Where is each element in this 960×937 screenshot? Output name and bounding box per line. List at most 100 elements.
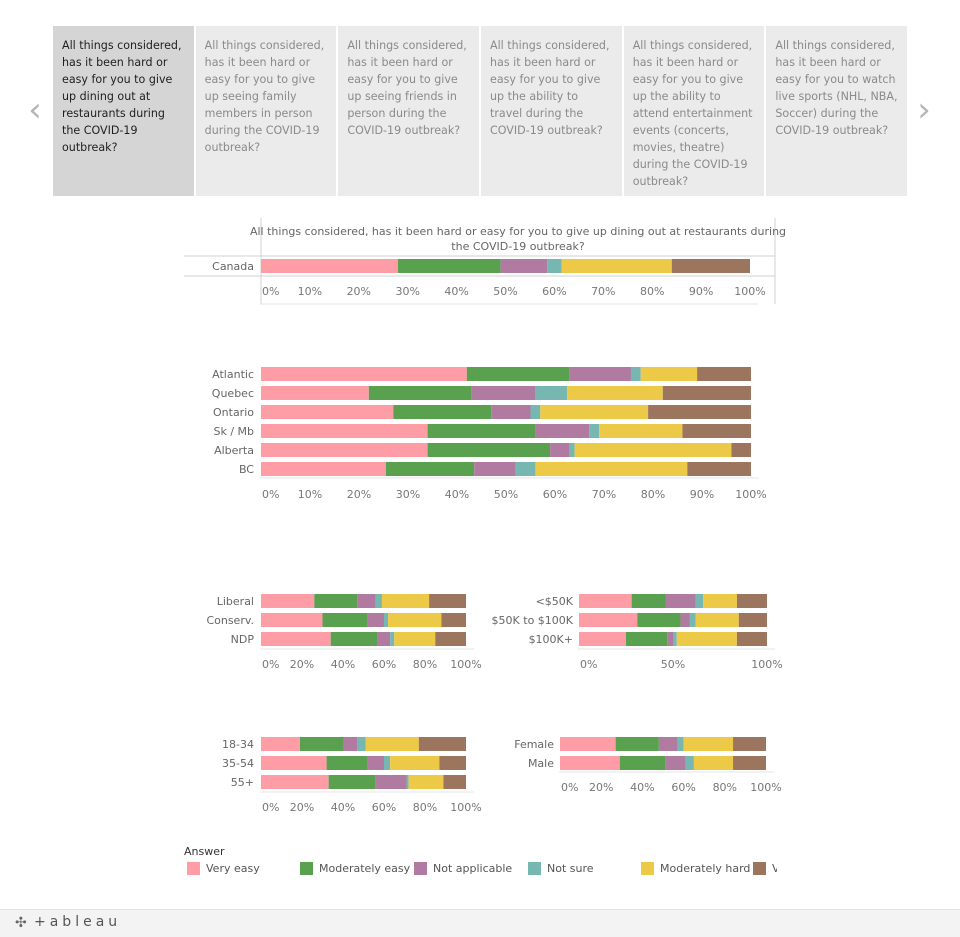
bar-segment[interactable] xyxy=(703,594,737,608)
bar-segment[interactable] xyxy=(439,756,466,770)
bar-segment[interactable] xyxy=(671,259,750,273)
bar-segment[interactable] xyxy=(474,462,516,476)
bar-segment[interactable] xyxy=(418,737,466,751)
bar-segment[interactable] xyxy=(377,632,391,646)
bar-segment[interactable] xyxy=(673,632,677,646)
bar-segment[interactable] xyxy=(471,386,536,400)
bar-segment[interactable] xyxy=(491,405,531,419)
bar-segment[interactable] xyxy=(261,632,331,646)
bar-segment[interactable] xyxy=(406,775,409,789)
bar-segment[interactable] xyxy=(390,632,395,646)
bar-segment[interactable] xyxy=(261,756,327,770)
bar-segment[interactable] xyxy=(261,405,394,419)
bar-segment[interactable] xyxy=(535,424,590,438)
bar-segment[interactable] xyxy=(667,632,673,646)
bar-segment[interactable] xyxy=(579,594,632,608)
bar-segment[interactable] xyxy=(375,775,407,789)
bar-segment[interactable] xyxy=(677,737,684,751)
bar-segment[interactable] xyxy=(599,424,683,438)
bar-segment[interactable] xyxy=(665,756,686,770)
bar-segment[interactable] xyxy=(365,737,419,751)
bar-segment[interactable] xyxy=(261,367,467,381)
bar-segment[interactable] xyxy=(326,756,368,770)
legend-item[interactable]: Not sure xyxy=(528,862,594,875)
bar-segment[interactable] xyxy=(441,613,466,627)
bar-segment[interactable] xyxy=(687,462,751,476)
bar-segment[interactable] xyxy=(682,424,751,438)
bar-segment[interactable] xyxy=(330,632,378,646)
bar-segment[interactable] xyxy=(683,737,734,751)
legend-item[interactable]: Moderately easy xyxy=(300,862,410,875)
legend-item[interactable]: V xyxy=(753,862,777,875)
bar-segment[interactable] xyxy=(540,405,649,419)
bar-segment[interactable] xyxy=(394,632,436,646)
bar-segment[interactable] xyxy=(328,775,376,789)
bar-segment[interactable] xyxy=(343,737,358,751)
bar-segment[interactable] xyxy=(567,386,663,400)
bar-segment[interactable] xyxy=(261,594,315,608)
bar-segment[interactable] xyxy=(736,594,767,608)
bar-segment[interactable] xyxy=(261,737,300,751)
bar-segment[interactable] xyxy=(397,259,501,273)
bar-segment[interactable] xyxy=(560,737,616,751)
bar-segment[interactable] xyxy=(261,775,329,789)
bar-segment[interactable] xyxy=(368,386,472,400)
legend-item[interactable]: Moderately hard xyxy=(641,862,750,875)
bar-segment[interactable] xyxy=(733,756,766,770)
legend-item[interactable]: Very easy xyxy=(187,862,260,875)
bar-segment[interactable] xyxy=(385,462,475,476)
bar-segment[interactable] xyxy=(685,756,694,770)
bar-segment[interactable] xyxy=(375,594,382,608)
bar-segment[interactable] xyxy=(631,594,666,608)
bar-segment[interactable] xyxy=(665,594,696,608)
bar-segment[interactable] xyxy=(261,462,386,476)
bar-segment[interactable] xyxy=(589,424,600,438)
bar-segment[interactable] xyxy=(630,367,641,381)
bar-segment[interactable] xyxy=(367,613,384,627)
previous-arrow-icon[interactable]: ‹ xyxy=(28,90,42,130)
bar-segment[interactable] xyxy=(547,259,562,273)
bar-segment[interactable] xyxy=(615,737,659,751)
bar-segment[interactable] xyxy=(733,737,766,751)
bar-segment[interactable] xyxy=(689,613,696,627)
bar-segment[interactable] xyxy=(569,367,631,381)
bar-segment[interactable] xyxy=(261,613,323,627)
tableau-logo-text[interactable]: +ableau xyxy=(34,914,122,930)
bar-segment[interactable] xyxy=(261,424,428,438)
bar-segment[interactable] xyxy=(408,775,444,789)
bar-segment[interactable] xyxy=(357,737,366,751)
bar-segment[interactable] xyxy=(550,443,570,457)
bar-segment[interactable] xyxy=(579,613,638,627)
bar-segment[interactable] xyxy=(500,259,548,273)
bar-segment[interactable] xyxy=(535,386,568,400)
bar-segment[interactable] xyxy=(314,594,358,608)
bar-segment[interactable] xyxy=(443,775,466,789)
bar-segment[interactable] xyxy=(579,632,626,646)
legend-item[interactable]: Not applicable xyxy=(414,862,512,875)
bar-segment[interactable] xyxy=(695,594,704,608)
bar-segment[interactable] xyxy=(736,632,767,646)
bar-segment[interactable] xyxy=(435,632,466,646)
bar-segment[interactable] xyxy=(738,613,767,627)
bar-segment[interactable] xyxy=(261,386,369,400)
bar-segment[interactable] xyxy=(662,386,751,400)
question-tab-4[interactable]: All things considered, has it been hard … xyxy=(481,26,622,196)
question-tab-2[interactable]: All things considered, has it been hard … xyxy=(195,26,337,196)
bar-segment[interactable] xyxy=(676,632,737,646)
next-arrow-icon[interactable]: › xyxy=(917,90,931,130)
bar-segment[interactable] xyxy=(637,613,681,627)
question-tab-1[interactable]: All things considered, has it been hard … xyxy=(53,26,194,196)
bar-segment[interactable] xyxy=(648,405,751,419)
bar-segment[interactable] xyxy=(626,632,668,646)
bar-segment[interactable] xyxy=(693,756,734,770)
bar-segment[interactable] xyxy=(381,594,430,608)
bar-segment[interactable] xyxy=(357,594,376,608)
bar-segment[interactable] xyxy=(658,737,678,751)
bar-segment[interactable] xyxy=(640,367,698,381)
bar-segment[interactable] xyxy=(322,613,368,627)
question-tab-3[interactable]: All things considered, has it been hard … xyxy=(338,26,480,196)
bar-segment[interactable] xyxy=(574,443,732,457)
bar-segment[interactable] xyxy=(427,424,536,438)
bar-segment[interactable] xyxy=(515,462,536,476)
question-tab-5[interactable]: All things considered, has it been hard … xyxy=(623,26,765,196)
